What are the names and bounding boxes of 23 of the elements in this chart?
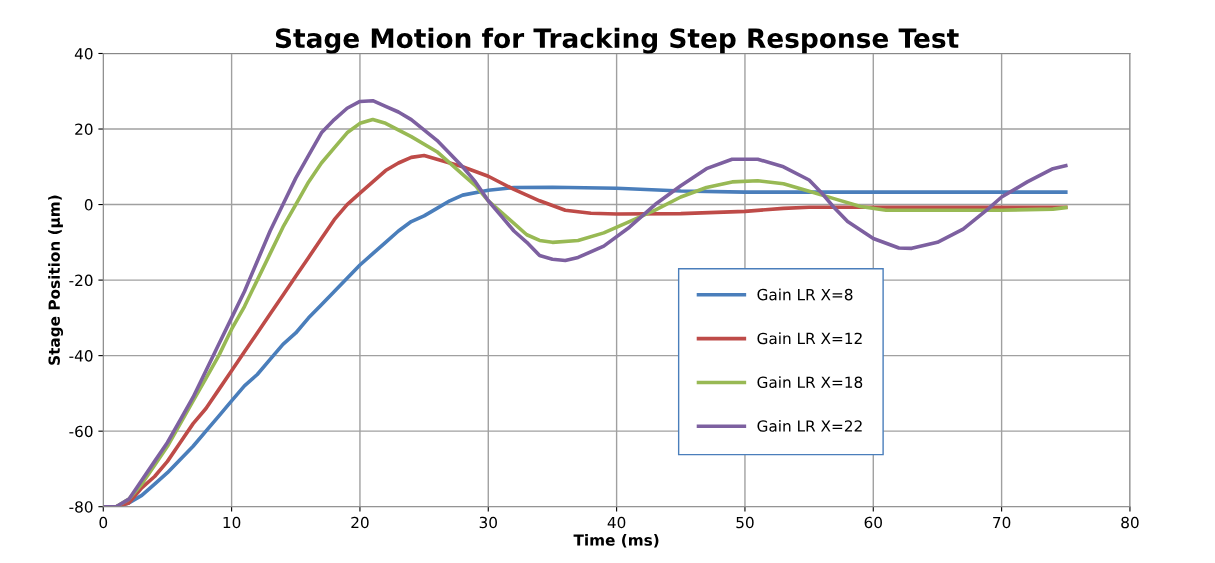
y-axis-title: Stage Position (µm) [48,195,64,365]
y-tick-label: 40 [74,47,93,60]
x-tick-label: 10 [223,516,241,529]
y-tick-label: -40 [69,350,93,362]
x-tick-label: 70 [993,516,1011,529]
x-tick-label: 50 [736,516,754,529]
y-tick-label: -20 [69,274,93,287]
chart-title: Stage Motion for Tracking Step Response Test [275,27,959,54]
x-axis-title: Time (ms) [573,533,659,548]
y-tick-label: 0 [84,199,93,211]
legend-label: Gain LR X=8 [757,288,853,301]
x-tick-label: 40 [607,516,626,529]
x-tick-label: 60 [864,516,882,529]
x-tick-label: 0 [99,516,108,529]
legend-label: Gain LR X=12 [757,332,862,345]
legend-label: Gain LR X=22 [757,420,862,432]
y-tick-label: -80 [69,501,93,513]
x-tick-label: 30 [479,516,497,529]
legend-label: Gain LR X=18 [757,376,863,389]
y-tick-label: 20 [75,123,93,136]
x-tick-label: 80 [1121,516,1139,529]
y-tick-label: -60 [69,425,93,438]
x-tick-label: 20 [351,516,369,529]
